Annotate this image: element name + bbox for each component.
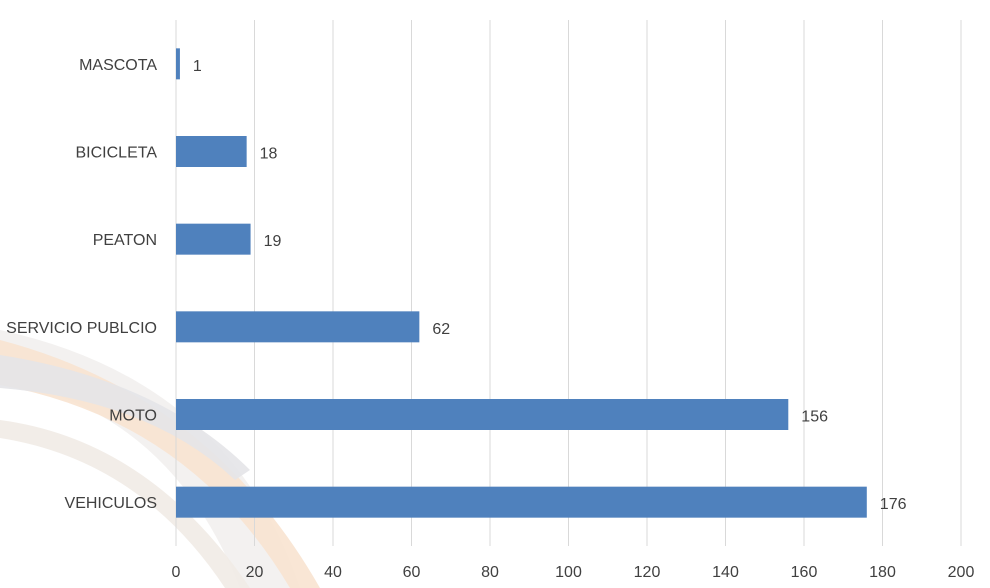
background-arc-gray: [0, 355, 250, 480]
x-tick-label: 160: [791, 564, 818, 581]
bars: [176, 48, 867, 518]
x-tick-label: 40: [324, 564, 342, 581]
x-tick-label: 200: [948, 564, 975, 581]
bar: [176, 136, 247, 167]
category-label: PEATON: [93, 232, 157, 249]
x-tick-label: 20: [246, 564, 264, 581]
bar: [176, 486, 867, 518]
data-label: 176: [880, 496, 907, 513]
background-arc-orange: [0, 340, 320, 588]
bar: [176, 311, 420, 343]
x-tick-label: 80: [481, 564, 499, 581]
background-decoration: [0, 330, 320, 588]
x-tick-label: 0: [172, 564, 181, 581]
y-axis-category-labels: MASCOTA BICICLETA PEATON SERVICIO PUBLCIO MO…: [6, 57, 157, 512]
category-label: BICICLETA: [76, 145, 158, 162]
data-label: 1: [193, 58, 202, 75]
bar: [176, 223, 251, 255]
background-arc-inner: [0, 420, 250, 588]
x-tick-label: 100: [555, 564, 582, 581]
grid-lines: [175, 20, 962, 546]
category-label: VEHICULOS: [65, 495, 157, 512]
x-tick-label: 120: [634, 564, 661, 581]
category-label: MASCOTA: [79, 57, 157, 74]
category-label: MOTO: [109, 408, 157, 425]
data-labels: 1 18 19 62 156 176: [193, 58, 907, 513]
data-label: 19: [264, 233, 282, 250]
x-tick-label: 60: [403, 564, 421, 581]
category-label: SERVICIO PUBLCIO: [6, 320, 157, 337]
x-tick-label: 140: [712, 564, 739, 581]
data-label: 18: [260, 146, 278, 163]
x-axis-tick-labels: 0 20 40 60 80 100 120 140 160 180 200: [172, 564, 975, 581]
data-label: 62: [432, 321, 450, 338]
data-label: 156: [801, 409, 828, 426]
x-tick-label: 180: [869, 564, 896, 581]
bar: [176, 48, 180, 80]
bar: [176, 399, 789, 430]
